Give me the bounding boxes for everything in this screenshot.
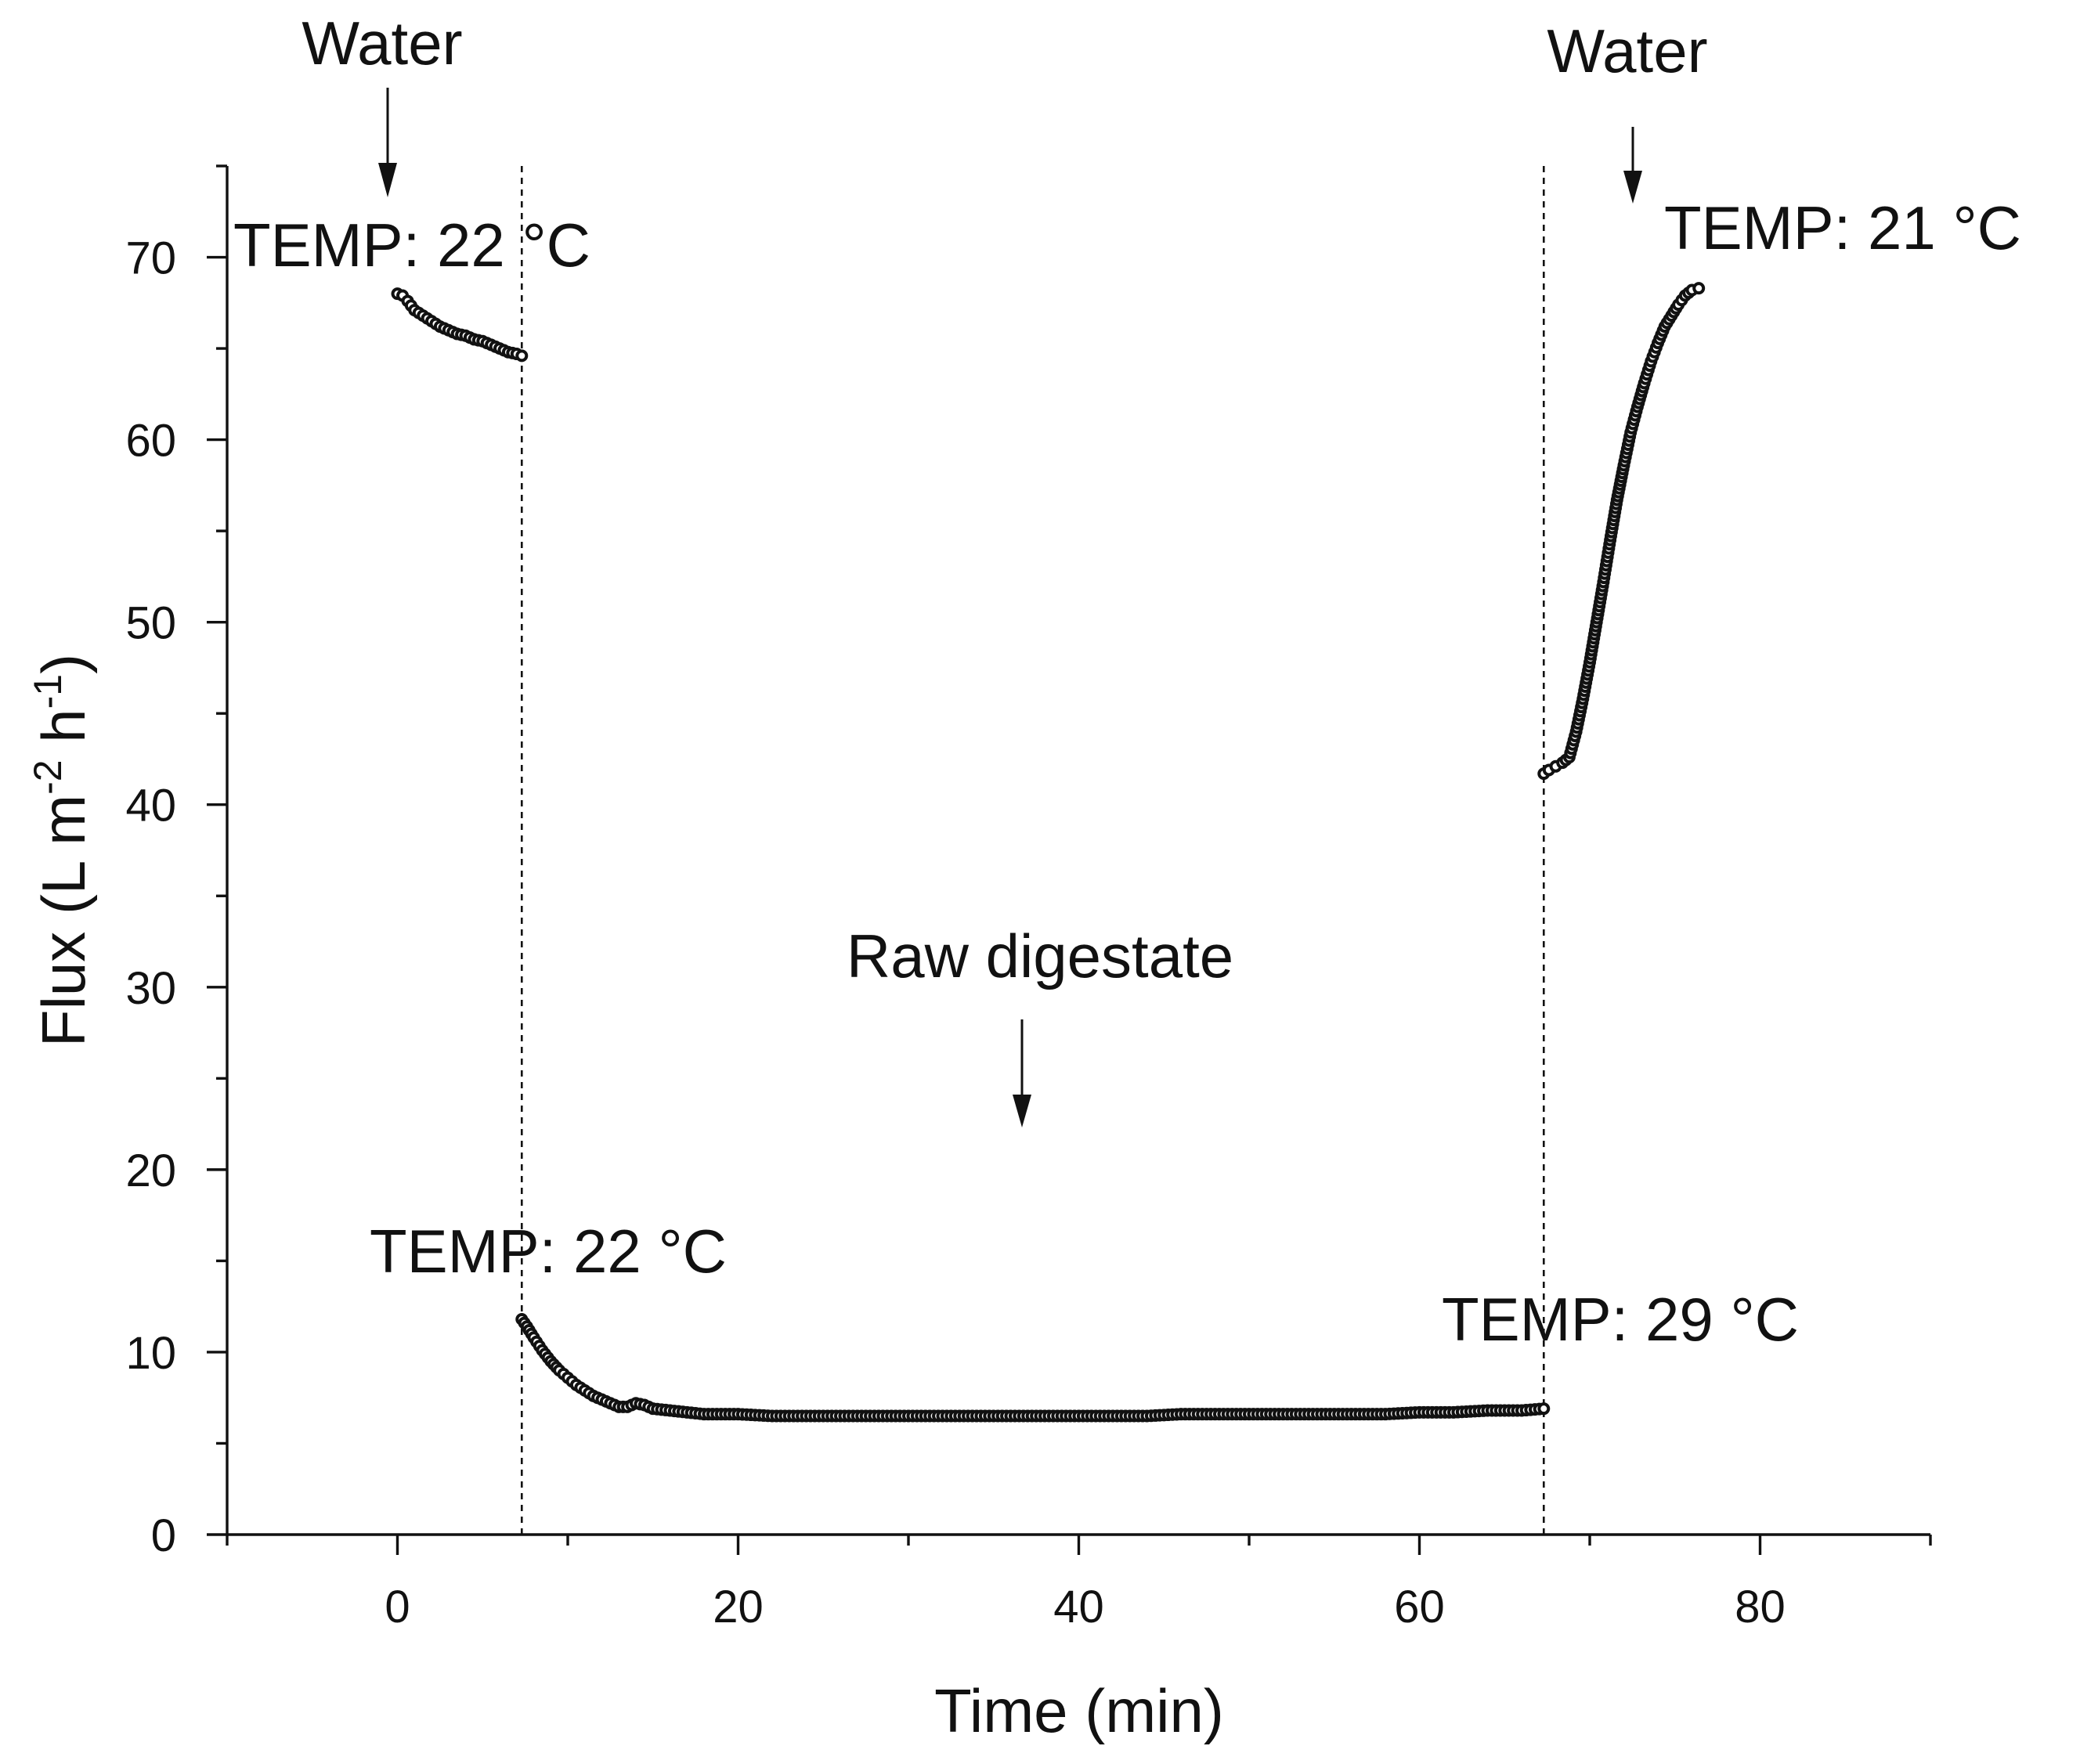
arrowhead-raw-digestate: [1013, 1095, 1031, 1127]
x-ticks: [226, 1535, 1932, 1555]
data-point: [1537, 1402, 1551, 1416]
y-tick-label: 70: [125, 233, 176, 284]
y-axis-title: Flux (L m-2 h-1): [26, 654, 98, 1047]
y-tick-labels: 0 10 20 30 40 50 60 70: [125, 233, 176, 1561]
x-tick-label: 80: [1735, 1582, 1786, 1632]
x-tick-label: 40: [1053, 1582, 1104, 1632]
y-ticks: [207, 164, 227, 1536]
y-tick-label: 50: [125, 598, 176, 649]
y-tick-label: 20: [125, 1145, 176, 1196]
data-points: [391, 282, 1706, 1423]
phase-dividers: [520, 166, 1545, 1535]
series-water-initial: [391, 287, 529, 363]
arrowhead-water-left: [378, 163, 397, 197]
y-tick-label: 60: [125, 416, 176, 467]
data-point: [1692, 282, 1706, 295]
annotation-water-left: Water: [302, 9, 462, 78]
x-tick-label: 60: [1394, 1582, 1445, 1632]
y-tick-label: 30: [125, 963, 176, 1014]
annotation-temp-3: TEMP: 29 °C: [1442, 1285, 1799, 1354]
series-water-final: [1537, 282, 1706, 781]
annotation-temp-2: TEMP: 22 °C: [370, 1217, 727, 1286]
data-point: [515, 349, 529, 363]
annotation-temp-4: TEMP: 21 °C: [1664, 193, 2021, 262]
x-tick-label: 20: [713, 1582, 764, 1632]
x-tick-labels: 0 20 40 60 80: [385, 1582, 1785, 1632]
y-tick-label: 40: [125, 781, 176, 831]
x-axis-title: Time (min): [934, 1676, 1224, 1745]
y-tick-label: 0: [151, 1510, 176, 1561]
annotation-raw-digestate: Raw digestate: [847, 922, 1233, 990]
x-tick-label: 0: [385, 1582, 410, 1632]
series-raw-digestate: [515, 1312, 1551, 1423]
annotation-water-right: Water: [1547, 16, 1707, 85]
arrowhead-water-right: [1623, 171, 1642, 204]
y-tick-label: 10: [125, 1328, 176, 1379]
annotation-temp-1: TEMP: 22 °C: [233, 211, 590, 280]
